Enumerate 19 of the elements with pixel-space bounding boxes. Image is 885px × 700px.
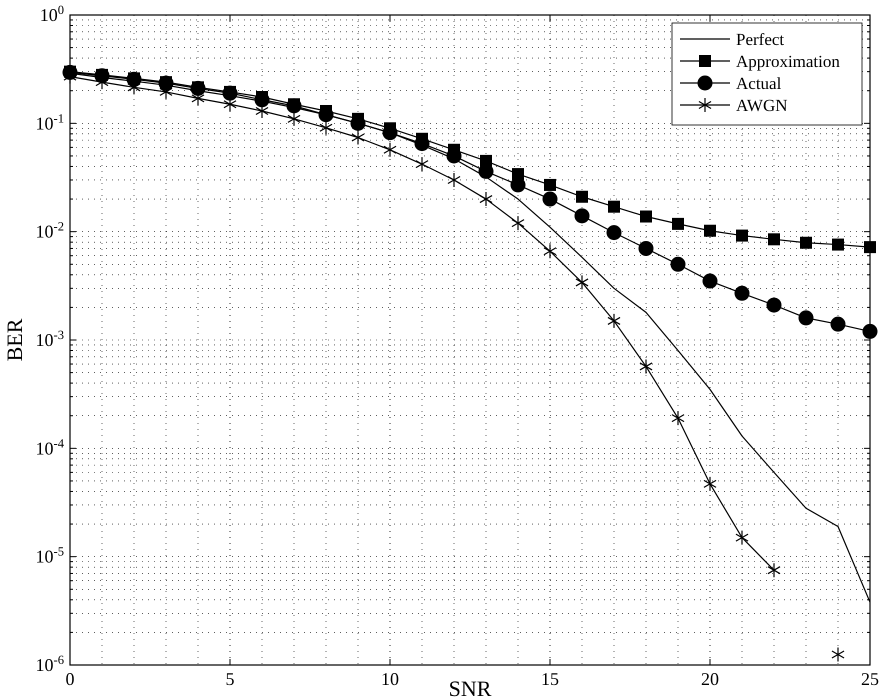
x-tick-label: 0 xyxy=(66,669,74,689)
x-tick-label: 20 xyxy=(701,669,719,689)
y-tick-label: 10$^{-5}$ xyxy=(36,544,64,567)
y-tick-label: 10$^{-2}$ xyxy=(36,220,64,242)
y-tick-label: 10$^{-3}$ xyxy=(36,328,64,350)
y-tick-label: 10$^{-1}$ xyxy=(36,111,64,134)
legend-label: AWGN xyxy=(736,96,788,115)
y-tick-label: 10$^{0}$ xyxy=(40,3,64,25)
x-tick-label: 15 xyxy=(541,669,559,689)
y-axis-title: BER xyxy=(2,318,27,362)
x-tick-label: 10 xyxy=(381,669,399,689)
y-tick-label: 10$^{-6}$ xyxy=(36,653,64,675)
x-tick-label: 5 xyxy=(226,669,234,689)
legend-label: Approximation xyxy=(736,52,840,71)
x-tick-label: 25 xyxy=(861,669,879,689)
legend-label: Actual xyxy=(736,74,782,93)
legend-label: Perfect xyxy=(736,30,784,49)
y-tick-label: 10$^{-4}$ xyxy=(36,436,65,458)
x-axis-title: SNR xyxy=(448,676,492,700)
